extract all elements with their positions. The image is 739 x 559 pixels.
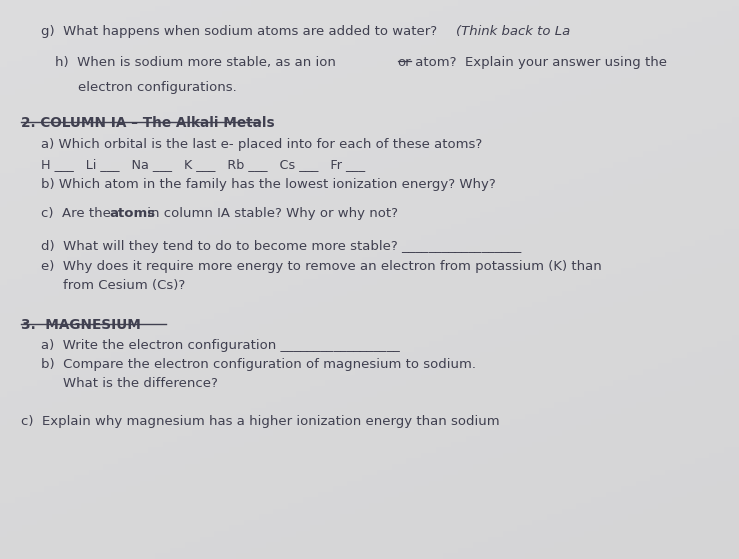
Text: in column IA stable? Why or why not?: in column IA stable? Why or why not? bbox=[143, 207, 398, 220]
Text: from Cesium (Cs)?: from Cesium (Cs)? bbox=[63, 280, 185, 292]
Text: or: or bbox=[398, 56, 411, 69]
Text: atom?  Explain your answer using the: atom? Explain your answer using the bbox=[411, 56, 667, 69]
Text: electron configurations.: electron configurations. bbox=[78, 81, 236, 94]
Text: (Think back to La: (Think back to La bbox=[456, 25, 571, 38]
Text: g)  What happens when sodium atoms are added to water?: g) What happens when sodium atoms are ad… bbox=[41, 25, 446, 38]
Text: a) Which orbital is the last e- placed into for each of these atoms?: a) Which orbital is the last e- placed i… bbox=[41, 138, 482, 151]
Text: b)  Compare the electron configuration of magnesium to sodium.: b) Compare the electron configuration of… bbox=[41, 358, 476, 371]
Text: What is the difference?: What is the difference? bbox=[63, 377, 218, 390]
Text: d)  What will they tend to do to become more stable? __________________: d) What will they tend to do to become m… bbox=[41, 240, 521, 253]
Text: e)  Why does it require more energy to remove an electron from potassium (K) tha: e) Why does it require more energy to re… bbox=[41, 260, 602, 273]
Text: 2. COLUMN IA – The Alkali Metals: 2. COLUMN IA – The Alkali Metals bbox=[21, 116, 274, 130]
Text: H ___   Li ___   Na ___   K ___   Rb ___   Cs ___   Fr ___: H ___ Li ___ Na ___ K ___ Rb ___ Cs ___ … bbox=[41, 158, 365, 170]
Text: b) Which atom in the family has the lowest ionization energy? Why?: b) Which atom in the family has the lowe… bbox=[41, 178, 495, 191]
Text: h)  When is sodium more stable, as an ion: h) When is sodium more stable, as an ion bbox=[55, 56, 341, 69]
Text: atoms: atoms bbox=[109, 207, 155, 220]
Text: c)  Are the: c) Are the bbox=[41, 207, 115, 220]
Text: 3.  MAGNESIUM: 3. MAGNESIUM bbox=[21, 318, 140, 331]
Text: c)  Explain why magnesium has a higher ionization energy than sodium: c) Explain why magnesium has a higher io… bbox=[21, 415, 500, 428]
Text: a)  Write the electron configuration __________________: a) Write the electron configuration ____… bbox=[41, 339, 399, 352]
